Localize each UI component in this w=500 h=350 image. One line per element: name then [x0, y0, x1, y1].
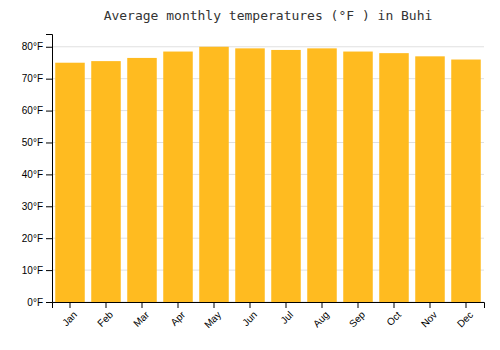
- y-tick-label: 70°F: [22, 73, 43, 84]
- x-tick-mark: [142, 302, 143, 308]
- bar: [91, 61, 121, 302]
- title: Average monthly temperatures (°F ) in Bu…: [104, 8, 433, 23]
- bar: [343, 52, 373, 302]
- x-tick-label: Jan: [60, 309, 79, 328]
- y-tick: 10°F: [22, 265, 52, 276]
- y-axis: 0°F 10°F 20°F 30°F 40°F 50°F 60°F 70°F 80°F: [22, 35, 53, 308]
- y-tick-label: 0°F: [27, 297, 43, 308]
- y-tick-mark: [46, 174, 52, 175]
- x-tick-label: Oct: [384, 309, 403, 328]
- chart: 0°F 10°F 20°F 30°F 40°F 50°F 60°F 70°F 80°F Jan Fe…: [0, 0, 500, 350]
- y-tick-label: 40°F: [22, 169, 43, 180]
- bar: [271, 50, 301, 302]
- y-tick: 0°F: [27, 297, 52, 308]
- y-tick-mark: [46, 270, 52, 271]
- y-tick: 40°F: [22, 169, 52, 180]
- x-tick-mark: [106, 302, 107, 308]
- x-tick-label: Mar: [131, 309, 151, 329]
- x-tick-mark: [286, 302, 287, 308]
- x-axis: Jan Feb Mar Apr May Jun Jul Aug Sep Oct Nov Dec: [53, 302, 485, 330]
- x-tick: Dec: [455, 302, 475, 329]
- x-tick: Mar: [131, 302, 151, 329]
- x-tick: Aug: [311, 302, 331, 329]
- bar: [307, 48, 337, 302]
- y-axis-line: [46, 35, 53, 303]
- y-tick: 60°F: [22, 105, 52, 116]
- grid-line: [52, 46, 484, 47]
- y-tick-label: 10°F: [22, 265, 43, 276]
- y-tick-label: 20°F: [22, 233, 43, 244]
- grid: [52, 47, 484, 302]
- x-axis-line: [53, 303, 485, 309]
- y-tick-mark: [46, 142, 52, 143]
- x-tick: Jun: [240, 302, 259, 328]
- x-tick: Jul: [278, 302, 295, 326]
- y-tick-mark: [46, 47, 52, 48]
- x-tick-mark: [322, 302, 323, 308]
- y-tick: 20°F: [22, 233, 52, 244]
- x-tick-label: Aug: [311, 309, 331, 329]
- y-tick-label: 60°F: [22, 105, 43, 116]
- x-tick: May: [202, 302, 223, 330]
- bar: [235, 48, 265, 302]
- bars: [55, 47, 481, 302]
- bar: [199, 47, 229, 302]
- x-tick-label: Jul: [278, 309, 295, 326]
- x-tick-label: Jun: [240, 309, 259, 328]
- y-tick: 50°F: [22, 137, 52, 148]
- bar: [127, 58, 157, 302]
- y-tick-mark: [46, 79, 52, 80]
- x-tick: Apr: [168, 302, 187, 328]
- y-tick: 30°F: [22, 201, 52, 212]
- bar: [415, 56, 445, 302]
- x-tick-mark: [394, 302, 395, 308]
- plot: 0°F 10°F 20°F 30°F 40°F 50°F 60°F 70°F 80°F Jan Fe…: [22, 35, 485, 331]
- x-tick-mark: [70, 302, 71, 308]
- bar: [163, 52, 193, 302]
- y-tick: 80°F: [22, 41, 52, 52]
- x-tick: Jan: [60, 302, 79, 328]
- x-tick-label: Dec: [455, 309, 475, 329]
- x-tick-mark: [214, 302, 215, 308]
- x-tick-label: Feb: [95, 309, 115, 329]
- bar: [451, 60, 481, 302]
- x-tick-mark: [178, 302, 179, 308]
- x-tick-label: Apr: [168, 309, 187, 328]
- x-tick: Nov: [419, 302, 439, 329]
- x-tick: Oct: [384, 302, 403, 328]
- x-tick-label: Sep: [347, 309, 368, 330]
- bar: [379, 53, 409, 302]
- y-tick-label: 50°F: [22, 137, 43, 148]
- y-tick-mark: [46, 111, 52, 112]
- x-tick: Sep: [347, 302, 368, 329]
- x-tick-mark: [358, 302, 359, 308]
- y-tick-mark: [46, 206, 52, 207]
- y-tick-label: 30°F: [22, 201, 43, 212]
- x-tick-mark: [466, 302, 467, 308]
- y-tick-mark: [46, 302, 52, 303]
- y-tick-mark: [46, 238, 52, 239]
- x-tick: Feb: [95, 302, 115, 329]
- x-tick-mark: [430, 302, 431, 308]
- y-tick-label: 80°F: [22, 41, 43, 52]
- bar: [55, 63, 85, 302]
- x-tick-mark: [250, 302, 251, 308]
- x-tick-label: Nov: [419, 309, 439, 329]
- y-tick: 70°F: [22, 73, 52, 84]
- x-tick-label: May: [202, 309, 223, 330]
